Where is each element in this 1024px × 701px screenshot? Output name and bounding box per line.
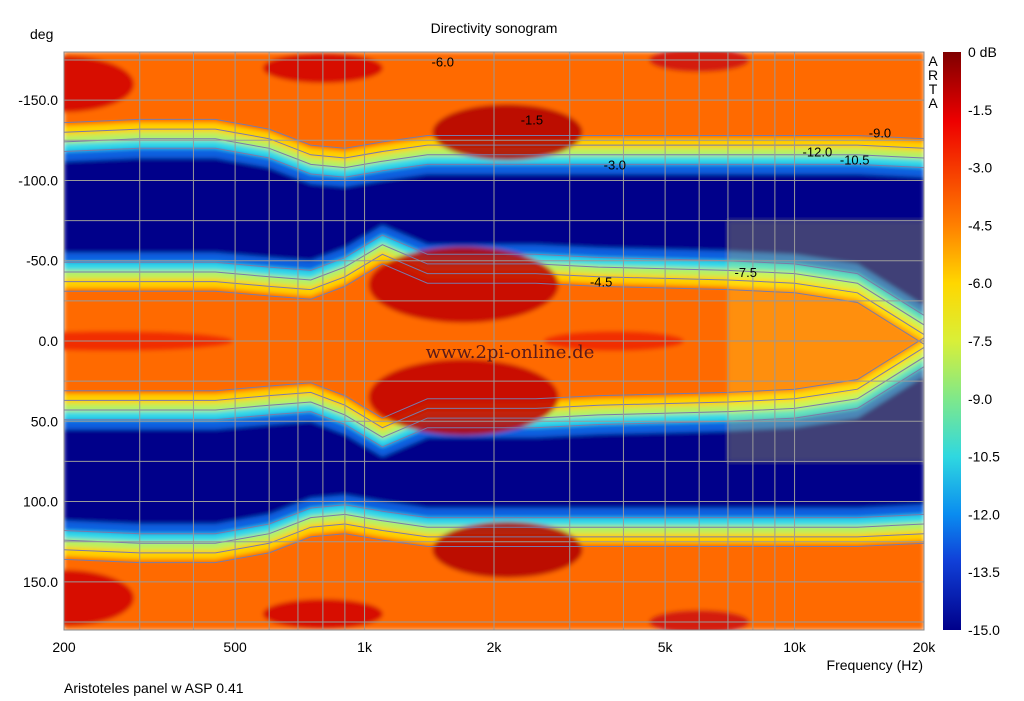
colorbar-tick-label: -9.0 <box>968 391 992 407</box>
x-tick-label: 1k <box>357 639 373 655</box>
hot-spot <box>64 569 134 626</box>
y-axis-label: deg <box>30 26 53 42</box>
y-tick-label: 100.0 <box>23 494 58 510</box>
colorbar-tick-label: -1.5 <box>968 102 992 118</box>
contour-line <box>64 366 924 448</box>
colorbar-tick-label: -12.0 <box>968 506 1000 522</box>
brand-letter: A <box>928 95 938 111</box>
grid-lines <box>63 52 925 630</box>
colorbar-tick-label: -15.0 <box>968 622 1000 638</box>
colorbar-tick-label: -7.5 <box>968 333 992 349</box>
x-tick-label: 20k <box>913 639 937 655</box>
contour-value-label: -9.0 <box>869 125 891 140</box>
contour-line <box>64 118 924 149</box>
contour-value-label: -4.5 <box>590 275 612 290</box>
contour-line <box>64 234 924 316</box>
brand-letter: T <box>929 81 938 97</box>
brand-letter: A <box>928 53 938 69</box>
contour-value-label: -3.0 <box>604 157 626 172</box>
contour-line <box>64 504 924 535</box>
y-tick-label: 0.0 <box>39 333 59 349</box>
colorbar <box>943 52 961 630</box>
x-tick-label: 2k <box>487 639 503 655</box>
contour-line <box>64 513 924 544</box>
chart-title: Directivity sonogram <box>431 20 558 36</box>
hot-spot <box>368 359 559 436</box>
contour-line <box>64 263 924 345</box>
colorbar-tick-label: -4.5 <box>968 217 992 233</box>
colorbar-tick-label: -3.0 <box>968 160 992 176</box>
hot-spot <box>432 104 583 161</box>
contour-value-label: -1.5 <box>521 112 543 127</box>
colorbar-tick-label: -10.5 <box>968 449 1000 465</box>
x-tick-label: 500 <box>223 639 247 655</box>
x-tick-label: 5k <box>658 639 674 655</box>
brand-letter: R <box>928 67 938 83</box>
hot-spot <box>64 56 134 113</box>
hot-spot <box>432 521 583 578</box>
contour-line <box>64 253 924 336</box>
x-axis-label: Frequency (Hz) <box>827 657 923 673</box>
contour-line <box>64 244 924 326</box>
contour-line <box>64 337 924 419</box>
colorbar-tick-label: -6.0 <box>968 275 992 291</box>
contour-value-label: -12.0 <box>803 145 833 160</box>
contour-value-label: -6.0 <box>432 55 454 70</box>
y-tick-label: 50.0 <box>31 413 58 429</box>
y-tick-label: -100.0 <box>18 172 58 188</box>
x-tick-label: 200 <box>52 639 76 655</box>
contour-value-label: -10.5 <box>840 153 870 168</box>
x-tick-label: 10k <box>783 639 807 655</box>
hot-spot <box>368 246 559 323</box>
contour-line <box>64 147 924 178</box>
contour-line <box>64 346 924 429</box>
watermark: www.2pi-online.de <box>426 342 595 363</box>
y-tick-label: -50.0 <box>26 253 58 269</box>
y-tick-label: 150.0 <box>23 574 58 590</box>
contour-line <box>64 523 924 554</box>
contour-value-label: -7.5 <box>735 265 757 280</box>
contour-line <box>64 128 924 159</box>
colorbar-tick-label: 0 dB <box>968 44 997 60</box>
plot-frame <box>63 51 925 631</box>
contour-line <box>64 138 924 169</box>
colorbar-tick-label: -13.5 <box>968 564 1000 580</box>
y-tick-label: -150.0 <box>18 92 58 108</box>
contour-line <box>64 356 924 438</box>
footnote: Aristoteles panel w ASP 0.41 <box>64 680 244 696</box>
contour-line <box>64 533 924 564</box>
